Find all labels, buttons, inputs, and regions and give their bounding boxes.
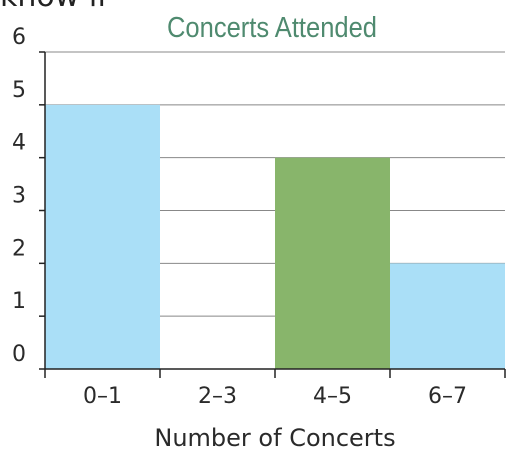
y-tick-label-3: 3: [12, 184, 26, 209]
y-tick-label-5: 5: [12, 78, 26, 103]
x-tick-label-0–1: 0–1: [83, 384, 122, 409]
bar-layer: [45, 104, 505, 369]
x-tick-label-4–5: 4–5: [313, 384, 352, 409]
bar-6–7: [390, 263, 505, 369]
y-tick-label-4: 4: [12, 131, 26, 156]
bar-0–1: [45, 104, 160, 369]
axis-layer: [39, 51, 506, 378]
x-tick-label-6–7: 6–7: [428, 384, 467, 409]
label-layer: 0 1 2 3 4 5 6 0–1 2–3 4–5 6–7: [12, 25, 467, 409]
y-tick-label-2: 2: [12, 236, 26, 261]
x-tick-label-2–3: 2–3: [198, 384, 237, 409]
partial-heading-text: know if: [0, 0, 108, 12]
y-tick-label-6: 6: [12, 25, 26, 50]
bar-4–5: [275, 157, 390, 369]
y-tick-label-1: 1: [12, 289, 26, 314]
y-tick-label-0: 0: [12, 342, 26, 367]
chart-title: Concerts Attended: [167, 12, 377, 44]
x-axis-label: Number of Concerts: [154, 424, 396, 452]
